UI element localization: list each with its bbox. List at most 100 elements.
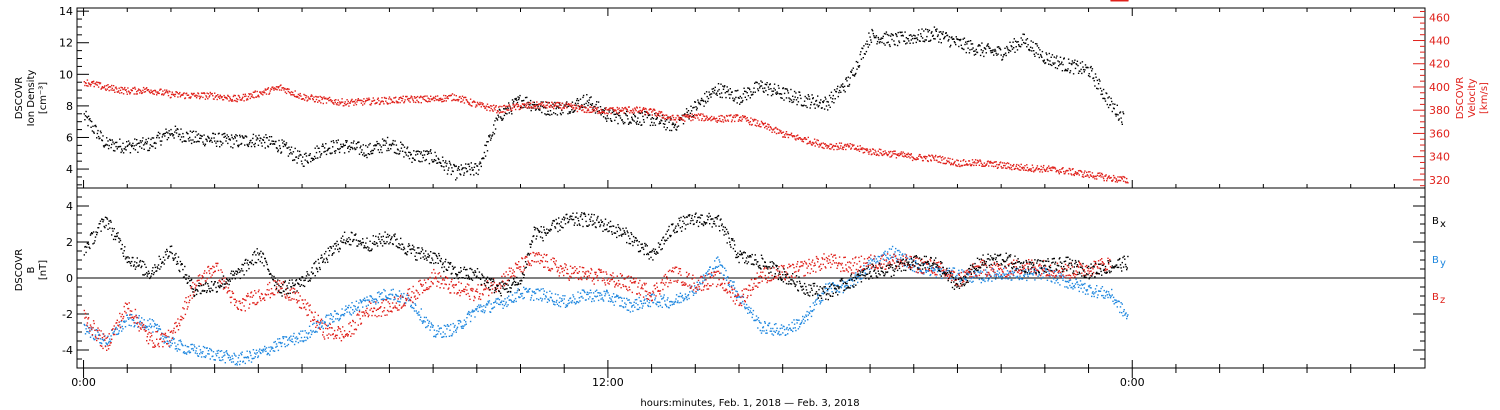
velocity-series-point bbox=[574, 104, 576, 106]
ion-density-series-point bbox=[817, 95, 819, 97]
ion-density-series-point bbox=[408, 157, 411, 160]
ion-density-series-point bbox=[669, 129, 671, 132]
by-series-point bbox=[566, 304, 569, 307]
velocity-series-point bbox=[1119, 176, 1121, 178]
velocity-series-point bbox=[805, 138, 808, 140]
velocity-series-point bbox=[140, 90, 142, 93]
velocity-series-point bbox=[848, 146, 850, 148]
ion-density-series-point bbox=[552, 103, 554, 105]
by-series-point bbox=[837, 285, 839, 287]
by-series-point bbox=[790, 329, 793, 331]
ion-density-series-point bbox=[732, 97, 734, 99]
velocity-series-point bbox=[905, 153, 908, 156]
by-series-point bbox=[617, 295, 619, 297]
velocity-series-point bbox=[360, 99, 362, 101]
velocity-series-point bbox=[526, 102, 528, 104]
ion-density-series-point bbox=[772, 90, 775, 92]
velocity-series-point bbox=[600, 108, 602, 111]
velocity-series-point bbox=[855, 148, 858, 150]
velocity-series-point bbox=[633, 112, 635, 114]
velocity-series-point bbox=[924, 155, 926, 158]
ion-density-series-point bbox=[1049, 60, 1051, 62]
velocity-series-point bbox=[1061, 167, 1064, 170]
by-series-point bbox=[299, 340, 301, 342]
velocity-series-point bbox=[590, 106, 592, 108]
ion-density-series-point bbox=[488, 136, 491, 138]
velocity-series-point bbox=[577, 105, 580, 107]
velocity-series-point bbox=[182, 94, 184, 96]
ion-density-series-point bbox=[111, 143, 113, 146]
velocity-series-point bbox=[796, 137, 798, 140]
velocity-series-point bbox=[830, 143, 833, 146]
by-series-point bbox=[685, 297, 688, 299]
ion-density-series-point bbox=[702, 99, 704, 102]
by-series-point bbox=[773, 330, 775, 332]
ion-density-series-point bbox=[731, 91, 733, 93]
velocity-series-point bbox=[1021, 167, 1023, 169]
by-series-point bbox=[257, 355, 260, 357]
ion-density-series-point bbox=[684, 113, 686, 115]
velocity-series-point bbox=[714, 118, 716, 120]
ion-density-series-point bbox=[1098, 78, 1100, 81]
velocity-series-point bbox=[368, 98, 371, 101]
velocity-series-point bbox=[561, 108, 563, 111]
by-series-point bbox=[209, 347, 211, 350]
by-series-point bbox=[781, 327, 783, 329]
by-series-point bbox=[234, 354, 236, 356]
velocity-series-point bbox=[669, 117, 671, 119]
by-series-point bbox=[718, 259, 720, 261]
ion-density-series-point bbox=[180, 128, 182, 130]
velocity-series-point bbox=[111, 84, 113, 87]
ion-density-series-point bbox=[654, 124, 657, 126]
ion-density-series-point bbox=[539, 109, 541, 111]
ion-density-series-point bbox=[541, 111, 543, 114]
velocity-series-point bbox=[332, 102, 334, 104]
ion-density-series-point bbox=[837, 85, 839, 88]
velocity-series-point bbox=[353, 104, 355, 106]
ion-density-series-point bbox=[565, 103, 567, 105]
velocity-series-point bbox=[996, 167, 999, 169]
by-series-point bbox=[372, 301, 374, 303]
by-series-point bbox=[535, 288, 537, 291]
ion-density-series-point bbox=[665, 129, 667, 131]
by-series-point bbox=[931, 270, 934, 272]
ion-density-series-point bbox=[993, 54, 995, 56]
by-series-point bbox=[807, 319, 809, 321]
ion-density-series-point bbox=[141, 140, 143, 142]
by-series-point bbox=[969, 280, 971, 282]
by-series-point bbox=[541, 300, 543, 302]
by-series-point bbox=[657, 305, 660, 308]
ion-density-series-point bbox=[132, 147, 135, 150]
velocity-series-point bbox=[971, 159, 974, 161]
right-tick-label: 340 bbox=[1429, 151, 1450, 164]
by-series-point bbox=[609, 297, 611, 299]
velocity-series-point bbox=[666, 117, 668, 119]
by-series-point bbox=[463, 325, 465, 327]
ion-density-series-point bbox=[285, 143, 287, 146]
velocity-series-point bbox=[1116, 181, 1118, 183]
ion-density-series-point bbox=[462, 167, 464, 169]
ion-density-series-point bbox=[827, 109, 829, 111]
velocity-series-point bbox=[780, 130, 782, 132]
by-series-point bbox=[925, 271, 927, 273]
by-series-point bbox=[1019, 275, 1021, 277]
velocity-series-point bbox=[416, 99, 418, 101]
velocity-series-point bbox=[1105, 174, 1107, 176]
ion-density-series-point bbox=[316, 145, 318, 147]
velocity-series-point bbox=[617, 112, 620, 115]
velocity-series-point bbox=[631, 110, 633, 112]
velocity-series-point bbox=[863, 148, 865, 150]
ion-density-series-point bbox=[604, 107, 606, 109]
ion-density-series-point bbox=[471, 167, 473, 169]
ion-density-series-point bbox=[313, 158, 315, 161]
velocity-series-point bbox=[645, 108, 647, 110]
ion-density-series-point bbox=[161, 140, 163, 142]
velocity-series-point bbox=[954, 160, 956, 163]
velocity-series-point bbox=[534, 107, 536, 109]
ion-density-series-point bbox=[752, 91, 755, 93]
velocity-series-point bbox=[518, 105, 520, 107]
velocity-series-point bbox=[591, 108, 594, 111]
velocity-series-point bbox=[873, 152, 875, 154]
by-series-point bbox=[348, 311, 351, 313]
velocity-series-point bbox=[1008, 166, 1010, 169]
